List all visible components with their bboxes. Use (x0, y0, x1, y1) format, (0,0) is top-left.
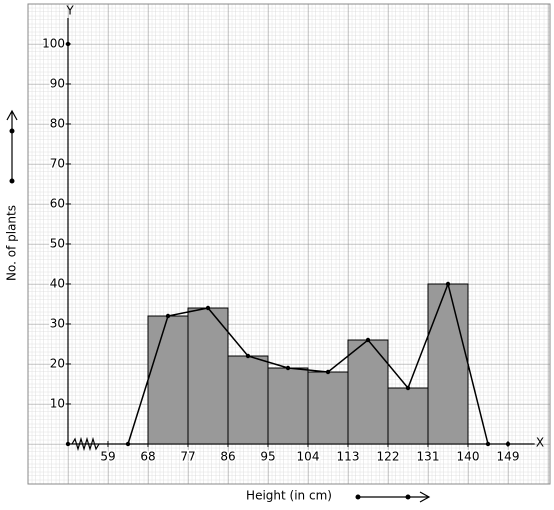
y-tick-label: 20 (50, 357, 65, 371)
frequency-polygon (127, 281, 489, 445)
bar (387, 387, 429, 445)
y-tick-label: 100 (42, 37, 65, 51)
polygon-point (285, 365, 291, 371)
y-tick-label: 10 (50, 397, 65, 411)
x-tick-label: 122 (377, 450, 400, 464)
y-tick-label: 50 (50, 237, 65, 251)
y-axis-name: Y (65, 4, 74, 18)
x-axis-label: Height (in cm) (246, 489, 332, 503)
polygon-point (485, 441, 491, 447)
origin (65, 441, 71, 447)
polygon-point (245, 353, 251, 359)
y-tick-label: 30 (50, 317, 65, 331)
bar (347, 339, 389, 445)
x-tick-label: 77 (180, 450, 195, 464)
y-tick-label: 90 (50, 77, 65, 91)
x-arrow (355, 491, 431, 503)
x-tick-label: 104 (297, 450, 320, 464)
y-tick-label: 40 (50, 277, 65, 291)
x-tick-label: 59 (100, 450, 115, 464)
y-tick-label: 60 (50, 197, 65, 211)
plot: 10 20 30 40 50 60 70 80 90 100 59 68 77 86 95 104 113 122… (41, 18, 535, 465)
y-top-point (65, 41, 71, 47)
x-tick-label: 140 (457, 450, 480, 464)
x-axis-name: X (536, 436, 544, 450)
bar (187, 307, 229, 445)
bar (267, 367, 309, 445)
axis-break (71, 436, 100, 452)
polygon-point (325, 369, 331, 375)
x-tick-label: 95 (260, 450, 275, 464)
polygon-point (445, 281, 451, 287)
x-tick-label: 68 (140, 450, 155, 464)
y-tick-label: 70 (50, 157, 65, 171)
polygon-point (165, 313, 171, 319)
x-tick-label: 113 (337, 450, 360, 464)
bar (427, 283, 469, 445)
y-axis-label: No. of plants (5, 205, 19, 281)
x-tick-label: 131 (417, 450, 440, 464)
y-arrow (6, 109, 18, 184)
polygon-point (205, 305, 211, 311)
polygon-point (365, 337, 371, 343)
x-tick-label: 86 (220, 450, 235, 464)
x-tick-label: 149 (497, 450, 520, 464)
polygon-point (125, 441, 131, 447)
y-tick-label: 80 (50, 117, 65, 131)
bar (307, 371, 349, 445)
polygon-point (405, 385, 411, 391)
bar (227, 355, 269, 445)
x-end-point (505, 441, 511, 447)
bar (147, 315, 189, 445)
